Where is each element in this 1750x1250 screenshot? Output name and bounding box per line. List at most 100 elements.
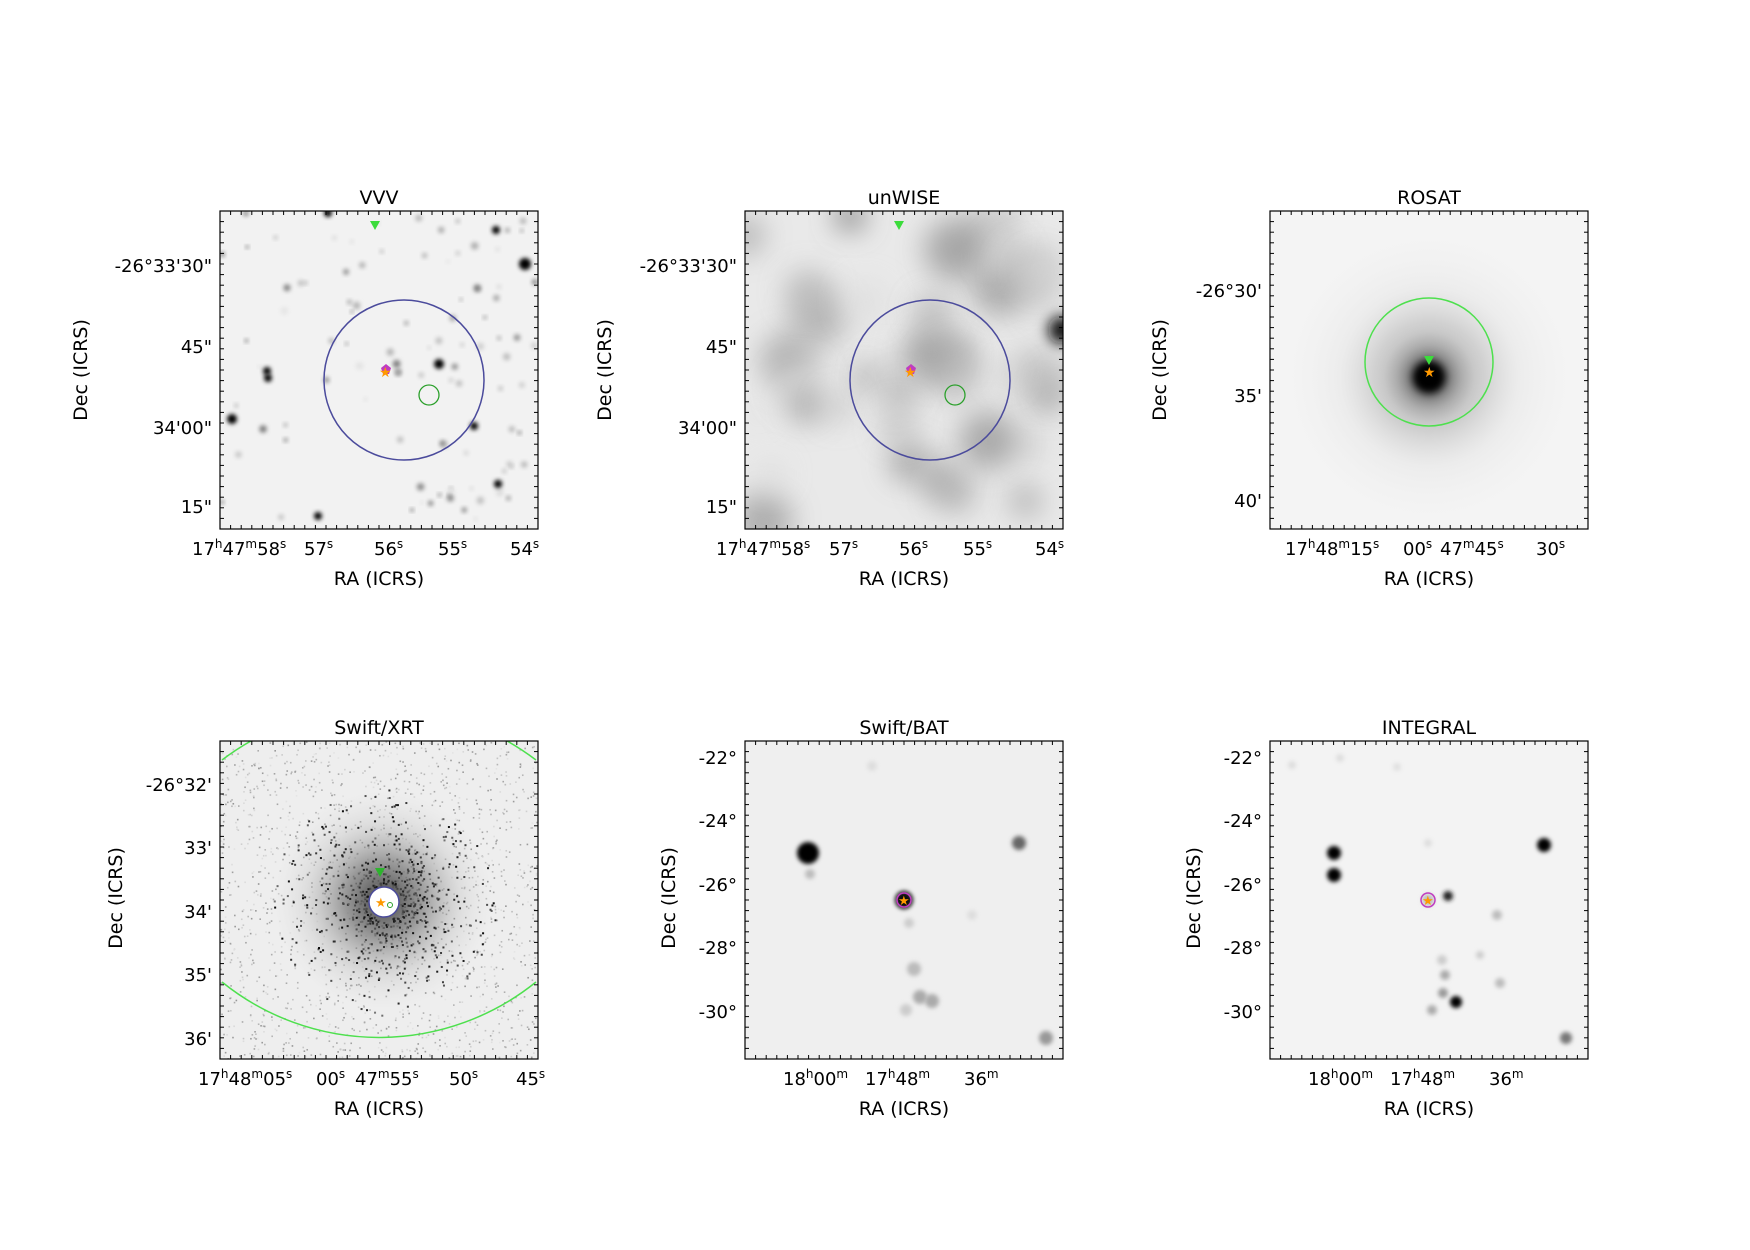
small-green-circle <box>387 902 393 908</box>
y-tick-label: 45" <box>706 337 737 358</box>
y-tick-label: 34'00" <box>153 418 212 439</box>
x-tick-label: 55s <box>963 537 992 560</box>
panel-unwise: ★ unWISE 17h47m58s 57s 56s 55s 54s -26°3… <box>594 187 1064 590</box>
x-tick-labels: 17h48m15s 00s 47m45s 30s <box>1285 537 1565 560</box>
x-tick-label: 54s <box>510 537 539 560</box>
y-tick-label: -28° <box>699 938 737 959</box>
panel-title: ROSAT <box>1397 187 1461 209</box>
y-tick-label: 35' <box>184 965 212 986</box>
x-tick-label: 56s <box>899 537 928 560</box>
x-axis-label: RA (ICRS) <box>334 568 424 590</box>
panel-integral: ★ INTEGRAL 18h00m 17h48m 36m -22° -24° -… <box>1183 717 1589 1120</box>
x-tick-labels: 17h47m58s 57s 56s 55s 54s <box>716 537 1064 560</box>
y-tick-labels: -22° -24° -26° -28° -30° <box>1224 748 1262 1023</box>
panel-background <box>220 211 538 529</box>
x-tick-label: 57s <box>829 537 858 560</box>
panel-title: unWISE <box>868 187 941 209</box>
y-tick-label: -26° <box>1224 875 1262 896</box>
y-tick-labels: -22° -24° -26° -28° -30° <box>699 748 737 1023</box>
x-tick-labels: 18h00m 17h48m 36m <box>783 1067 999 1090</box>
panel-title: VVV <box>360 187 399 209</box>
x-tick-labels: 17h47m58s 57s 56s 55s 54s <box>192 537 539 560</box>
blue-error-circle <box>368 886 400 918</box>
minor-ticks <box>745 211 1063 529</box>
x-tick-label: 55s <box>438 537 467 560</box>
y-tick-labels: -26°33'30" 45" 34'00" 15" <box>115 256 212 518</box>
x-tick-label: 56s <box>374 537 403 560</box>
orange-star-marker: ★ <box>898 894 910 909</box>
x-tick-label: 17h48m <box>865 1067 930 1090</box>
x-axis-label: RA (ICRS) <box>1384 1098 1474 1120</box>
x-tick-label: 47m45s <box>1440 537 1504 560</box>
x-axis-label: RA (ICRS) <box>859 568 949 590</box>
x-tick-label: 17h47m58s <box>192 537 286 560</box>
magenta-circle <box>1420 892 1436 908</box>
y-axis-label: Dec (ICRS) <box>658 847 680 949</box>
magenta-pentagon-marker <box>381 364 391 374</box>
y-tick-label: -26°32' <box>146 775 212 796</box>
x-tick-label: 50s <box>449 1067 478 1090</box>
orange-star-marker: ★ <box>375 896 387 911</box>
y-tick-labels: -26°32' 33' 34' 35' 36' <box>146 775 212 1050</box>
y-tick-labels: -26°33'30" 45" 34'00" 15" <box>640 256 737 518</box>
orange-star-marker: ★ <box>904 365 917 381</box>
y-tick-label: -26°33'30" <box>115 256 212 277</box>
y-tick-label: -26°30' <box>1196 281 1262 302</box>
panel-vvv: ★ VVV 17h47m58s 57s 56s 55s 54s -26°33'3… <box>70 187 539 590</box>
y-axis-label: Dec (ICRS) <box>105 847 127 949</box>
minor-ticks <box>1270 741 1588 1059</box>
y-tick-labels: -26°30' 35' 40' <box>1196 281 1262 512</box>
x-tick-label: 00s <box>316 1067 345 1090</box>
y-tick-label: -30° <box>699 1002 737 1023</box>
x-tick-label: 47m55s <box>355 1067 419 1090</box>
y-tick-label: 40' <box>1234 491 1262 512</box>
y-tick-label: 34'00" <box>678 418 737 439</box>
green-triangle-marker <box>370 221 380 230</box>
orange-star-marker: ★ <box>379 365 392 381</box>
x-tick-label: 45s <box>516 1067 545 1090</box>
x-tick-label: 18h00m <box>783 1067 848 1090</box>
x-axis-label: RA (ICRS) <box>859 1098 949 1120</box>
magenta-pentagon-marker <box>906 364 916 374</box>
y-axis-label: Dec (ICRS) <box>1183 847 1205 949</box>
y-axis-label: Dec (ICRS) <box>70 319 92 421</box>
magenta-circle <box>896 892 912 908</box>
panel-swift-bat: ★ Swift/BAT 18h00m 17h48m 36m -22° -24° … <box>658 717 1064 1120</box>
orange-star-marker: ★ <box>1423 365 1436 381</box>
x-tick-label: 57s <box>304 537 333 560</box>
x-axis-label: RA (ICRS) <box>334 1098 424 1120</box>
x-tick-labels: 18h00m 17h48m 36m <box>1308 1067 1524 1090</box>
large-green-arc <box>221 981 537 1039</box>
x-tick-label: 30s <box>1536 537 1565 560</box>
x-tick-label: 18h00m <box>1308 1067 1373 1090</box>
minor-ticks <box>220 211 538 529</box>
panel-rosat: ★ ROSAT 17h48m15s 00s 47m45s 30s -26°30'… <box>1149 187 1589 590</box>
small-green-circle <box>944 384 966 406</box>
x-axis-label: RA (ICRS) <box>1384 568 1474 590</box>
x-tick-label: 00s <box>1403 537 1432 560</box>
x-tick-label: 17h48m15s <box>1285 537 1379 560</box>
panel-swift-xrt: ★ Swift/XRT 17h48m05s 00s 47m55s 50s 45s… <box>105 717 545 1120</box>
panel-title: Swift/XRT <box>334 717 424 739</box>
y-tick-label: 45" <box>181 337 212 358</box>
y-tick-label: -22° <box>1224 748 1262 769</box>
y-tick-label: -24° <box>1224 811 1262 832</box>
green-triangle-marker <box>894 221 904 230</box>
y-axis-label: Dec (ICRS) <box>594 319 616 421</box>
x-tick-label: 17h48m05s <box>198 1067 292 1090</box>
y-tick-label: -24° <box>699 811 737 832</box>
minor-ticks <box>1270 211 1588 529</box>
x-tick-label: 36m <box>964 1067 999 1090</box>
green-triangle-marker <box>375 868 385 877</box>
y-tick-label: 34' <box>184 902 212 923</box>
x-ray-source-emission <box>1279 227 1579 527</box>
panel-title: INTEGRAL <box>1382 717 1477 739</box>
y-tick-label: -28° <box>1224 938 1262 959</box>
y-tick-label: 15" <box>706 497 737 518</box>
small-green-circle <box>418 384 440 406</box>
minor-ticks <box>220 741 538 1059</box>
y-tick-label: -26°33'30" <box>640 256 737 277</box>
x-tick-label: 17h48m <box>1390 1067 1455 1090</box>
y-tick-label: 33' <box>184 838 212 859</box>
